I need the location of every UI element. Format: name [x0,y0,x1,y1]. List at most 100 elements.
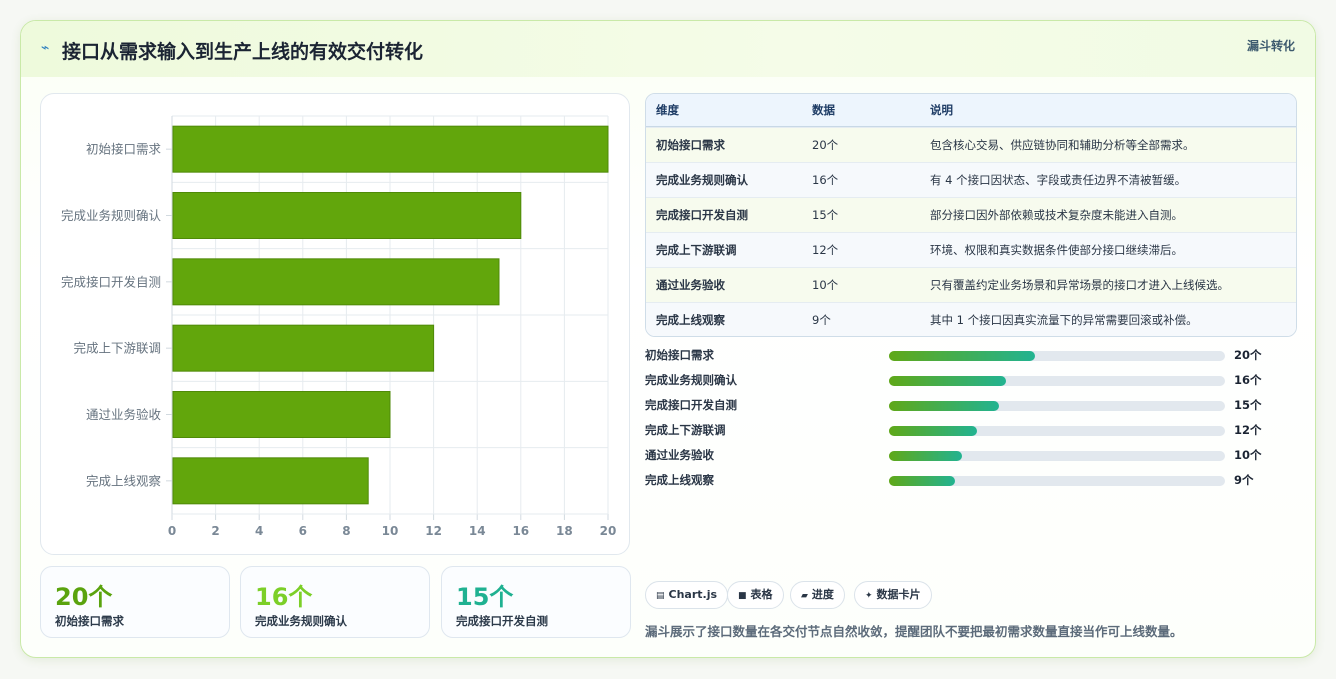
y-tick-label: 完成上下游联调 [73,341,161,356]
table-row: 通过业务验收 10个 只有覆盖约定业务场景和异常场景的接口才进入上线候选。 [646,267,1296,302]
progress-value: 12个 [1234,423,1262,437]
chip-table[interactable]: ■ 表格 [727,581,784,609]
table-row: 完成业务规则确认 16个 有 4 个接口因状态、字段或责任边界不清被暂缓。 [646,162,1296,197]
stat-value: 16个 [255,583,313,611]
progress-track [889,376,1225,386]
table-cell: 初始接口需求 [656,138,725,152]
table-row: 初始接口需求 20个 包含核心交易、供应链协同和辅助分析等全部需求。 [646,127,1296,162]
table-cell: 12个 [812,243,839,257]
progress-fill [889,351,1036,361]
progress-fill [889,426,977,436]
progress-label: 完成上线观察 [645,473,714,487]
stat-card-selftest: 15个 完成接口开发自测 [441,566,631,638]
table-row: 完成上线观察 9个 其中 1 个接口因真实流量下的异常需要回滚或补偿。 [646,302,1296,336]
bar [172,457,369,505]
stat-card-initial: 20个 初始接口需求 [40,566,230,638]
y-tick-label: 完成业务规则确认 [61,208,162,223]
progress-label: 通过业务验收 [645,448,714,462]
table-cell: 20个 [812,138,839,152]
chart-icon: ▤ [656,591,665,601]
chip-chartjs[interactable]: ▤ Chart.js [645,581,729,609]
progress-row: 完成业务规则确认 16个 [645,370,1297,390]
progress-row: 通过业务验收 10个 [645,445,1297,465]
progress-row: 完成上线观察 9个 [645,470,1297,490]
table-cell: 包含核心交易、供应链协同和辅助分析等全部需求。 [930,138,1195,152]
data-table: 维度 数据 说明 初始接口需求 20个 包含核心交易、供应链协同和辅助分析等全部… [645,93,1297,337]
chip-progress[interactable]: ▰ 进度 [790,581,845,609]
progress-value: 9个 [1234,473,1254,487]
table-header: 维度 数据 说明 [646,94,1296,127]
stat-value: 15个 [456,583,514,611]
bar [172,391,391,438]
header-data: 数据 [812,103,835,117]
progress-track [889,401,1225,411]
header-dimension: 维度 [656,103,679,117]
x-tick-label: 16 [512,524,529,538]
page-title: 接口从需求输入到生产上线的有效交付转化 [62,41,424,63]
chip-data-card[interactable]: ✦ 数据卡片 [854,581,932,609]
chip-label: Chart.js [668,588,718,601]
progress-label: 完成上下游联调 [645,423,726,437]
table-cell: 部分接口因外部依赖或技术复杂度未能进入自测。 [930,208,1183,222]
x-tick-label: 20 [600,524,617,538]
stat-label: 完成接口开发自测 [456,614,548,628]
x-tick-label: 14 [469,524,486,538]
chip-label: 数据卡片 [876,588,921,601]
table-cell: 只有覆盖约定业务场景和异常场景的接口才进入上线候选。 [930,278,1229,292]
progress-value: 10个 [1234,448,1262,462]
progress-track [889,351,1225,361]
progress-label: 初始接口需求 [645,348,714,362]
table-cell: 15个 [812,208,839,222]
stat-label: 初始接口需求 [55,614,124,628]
y-tick-label: 初始接口需求 [86,142,162,157]
funnel-card: ⌁ 接口从需求输入到生产上线的有效交付转化 漏斗转化 0 2 4 6 8 10 12 14 16… [20,20,1316,658]
header-description: 说明 [930,103,953,117]
card-header: ⌁ 接口从需求输入到生产上线的有效交付转化 漏斗转化 [21,21,1315,77]
table-cell: 环境、权限和真实数据条件使部分接口继续滞后。 [930,243,1183,257]
lightning-icon: ⌁ [41,40,50,56]
bar [172,125,609,173]
bar-chart: 0 2 4 6 8 10 12 14 16 18 20 初始接口需求 完成业务规则确认 完成接口开发自测完… [40,93,630,555]
progress-icon: ▰ [801,591,808,601]
y-tick-label: 通过业务验收 [86,407,162,422]
progress-value: 16个 [1234,373,1262,387]
bar [172,258,500,306]
progress-track [889,451,1225,461]
y-tick-label: 完成接口开发自测 [61,274,161,289]
progress-value: 20个 [1234,348,1262,362]
bar [172,324,435,372]
funnel-tag: 漏斗转化 [1246,39,1295,53]
progress-fill [889,376,1006,386]
x-tick-label: 0 [168,524,176,538]
x-tick-label: 8 [342,524,350,538]
progress-row: 完成上下游联调 12个 [645,420,1297,440]
progress-fill [889,476,955,486]
chip-label: 进度 [811,588,834,601]
table-row: 完成上下游联调 12个 环境、权限和真实数据条件使部分接口继续滞后。 [646,232,1296,267]
table-cell: 通过业务验收 [656,278,725,292]
x-tick-label: 12 [425,524,442,538]
x-tick-label: 18 [556,524,573,538]
progress-row: 完成接口开发自测 15个 [645,395,1297,415]
progress-track [889,426,1225,436]
table-cell: 完成上线观察 [656,313,725,327]
table-cell: 16个 [812,173,839,187]
x-tick-label: 6 [299,524,307,538]
progress-value: 15个 [1234,398,1262,412]
bar-chart-svg: 0 2 4 6 8 10 12 14 16 18 20 初始接口需求完成业务规则确认完成接口开发自测完… [61,115,617,538]
summary-note: 漏斗展示了接口数量在各交付节点自然收敛，提醒团队不要把最初需求数量直接当作可上线… [645,624,1183,639]
progress-track [889,476,1225,486]
progress-fill [889,401,999,411]
table-cell: 完成接口开发自测 [656,208,748,222]
table-row: 完成接口开发自测 15个 部分接口因外部依赖或技术复杂度未能进入自测。 [646,197,1296,232]
stat-value: 20个 [55,583,113,611]
x-tick-label: 2 [211,524,219,538]
table-icon: ■ [738,591,747,601]
table-cell: 其中 1 个接口因真实流量下的异常需要回滚或补偿。 [930,313,1198,327]
progress-row: 初始接口需求 20个 [645,345,1297,365]
chip-label: 表格 [750,588,773,601]
progress-fill [889,451,962,461]
stat-card-rules: 16个 完成业务规则确认 [240,566,430,638]
progress-label: 完成接口开发自测 [645,398,737,412]
progress-label: 完成业务规则确认 [645,373,737,387]
